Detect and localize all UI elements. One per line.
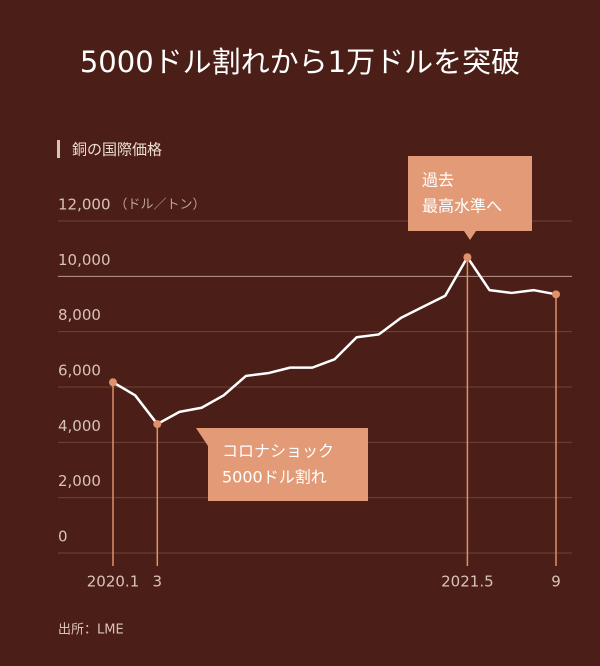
point-marker — [153, 420, 162, 429]
y-tick-label: 12,000 — [58, 196, 111, 214]
annotation-box — [408, 156, 532, 240]
point-marker — [552, 290, 560, 299]
point-marker — [109, 378, 117, 387]
subtitle: 銅の国際価格 — [72, 141, 162, 159]
annotation-text: 5000ドル割れ — [222, 468, 327, 487]
subtitle-bar — [57, 140, 60, 158]
x-tick-label: 3 — [153, 573, 163, 591]
annotation-text: 過去 — [422, 171, 454, 190]
source: 出所：LME — [58, 623, 124, 638]
chart-title: 5000ドル割れから1万ドルを突破 — [80, 45, 520, 79]
y-tick-label: 6,000 — [58, 362, 101, 380]
annotation-box — [196, 428, 368, 501]
annotation-text: 最高水準へ — [422, 197, 502, 216]
annotation-high: 過去 最高水準へ — [408, 156, 532, 240]
y-tick-label: 0 — [58, 528, 68, 546]
y-tick-label: 10,000 — [58, 251, 111, 269]
y-tick-label: 4,000 — [58, 417, 101, 435]
x-tick-label: 9 — [551, 573, 561, 591]
y-tick-label: 8,000 — [58, 306, 101, 324]
y-tick-label: 2,000 — [58, 472, 101, 490]
annotation-low: コロナショック 5000ドル割れ — [196, 428, 368, 501]
x-tick-label: 2020.1 — [87, 573, 140, 591]
price-line — [112, 255, 557, 426]
annotation-text: コロナショック — [222, 442, 334, 461]
x-tick-label: 2021.5 — [441, 573, 494, 591]
point-marker — [463, 253, 472, 262]
y-unit: （ドル／トン） — [115, 198, 206, 213]
